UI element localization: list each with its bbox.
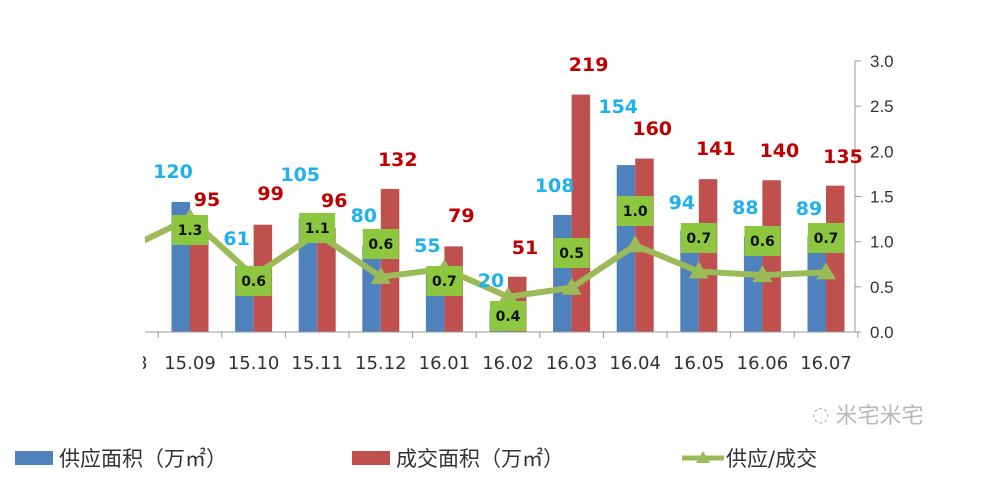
data-label-deal: 51 <box>512 237 538 259</box>
data-label-deal: 160 <box>632 118 672 140</box>
data-label-deal: 95 <box>194 189 220 211</box>
x-tick-label: 16.03 <box>546 353 598 374</box>
data-label-ratio-box <box>744 226 781 256</box>
legend-label: 供应/成交 <box>726 447 818 471</box>
x-labels: 8 15.09 15.10 15.11 15.12 16.01 16.02 16.03 16.0… <box>136 353 852 374</box>
data-label-supply: 80 <box>351 205 377 227</box>
ratio-marker <box>625 235 646 253</box>
legend-label: 成交面积（万㎡） <box>396 447 564 471</box>
y-tick-label: 0.0 <box>870 323 894 342</box>
x-tick-label: 16.07 <box>800 353 852 374</box>
y-tick-label: 2.5 <box>870 97 894 116</box>
data-label-deal: 141 <box>696 138 736 160</box>
data-label-deal: 219 <box>569 54 609 76</box>
data-label-ratio: 0.6 <box>241 274 266 290</box>
bar-supply <box>680 230 699 332</box>
ratio-marker <box>816 262 836 280</box>
data-label-supply: 61 <box>223 228 249 250</box>
bar-deal <box>380 188 400 332</box>
legend-deal: 成交面积（万㎡） <box>352 440 564 476</box>
data-label-ratio-box <box>680 223 717 253</box>
legend-ratio: 供应/成交 <box>680 440 817 476</box>
data-label-ratio: 0.7 <box>814 231 839 247</box>
data-label-ratio-box <box>299 213 336 243</box>
x-tick-label: 8 <box>136 353 147 374</box>
y-tick-label: 0.5 <box>870 278 894 297</box>
data-label-ratio: 1.3 <box>178 223 203 239</box>
x-tick-label: 16.02 <box>482 353 534 374</box>
data-label-deal: 132 <box>378 149 418 171</box>
x-tick-label: 16.01 <box>419 353 471 374</box>
data-label-supply: 20 <box>478 270 504 292</box>
bar-deal <box>762 180 781 332</box>
bar-supply <box>807 235 826 332</box>
data-label-ratio: 1.1 <box>305 221 330 237</box>
data-label-deal: 135 <box>823 146 863 168</box>
y-tick-label: 1.0 <box>870 233 894 252</box>
y-tick-label: 2.0 <box>870 142 894 161</box>
x-tick-label: 15.11 <box>291 353 343 374</box>
ratio-marker <box>752 265 773 283</box>
bar-deal <box>571 94 591 332</box>
data-label-ratio-box <box>235 266 272 296</box>
x-tick-label: 16.04 <box>609 353 661 374</box>
data-label-ratio-box <box>808 223 844 253</box>
data-label-ratio: 0.4 <box>496 309 521 325</box>
bar-supply <box>743 236 763 332</box>
data-label-ratio: 1.0 <box>623 204 648 220</box>
legend-swatch-blue <box>15 451 53 465</box>
data-label-ratio-box <box>172 215 208 245</box>
data-label-ratio: 0.7 <box>686 231 711 247</box>
data-label-ratio: 0.6 <box>750 234 775 250</box>
data-label-deal: 96 <box>321 190 347 212</box>
data-label-ratio-box <box>362 229 399 259</box>
bar-supply <box>298 218 318 332</box>
ratio-marker <box>688 261 709 279</box>
bar-deal <box>698 179 718 332</box>
x-tick-label: 15.10 <box>228 353 280 374</box>
legend-line-triangle-icon <box>682 451 724 463</box>
legend-label: 供应面积（万㎡） <box>59 447 227 471</box>
watermark-text: 米宅米宅 <box>835 404 924 429</box>
data-label-ratio-box <box>553 238 590 268</box>
data-label-ratio: 0.5 <box>559 246 584 262</box>
bar-deal <box>190 229 209 332</box>
x-tick-label: 16.05 <box>673 353 725 374</box>
x-tick-label: 15.09 <box>164 353 216 374</box>
bar-deal <box>826 185 845 332</box>
data-label-deal: 140 <box>760 140 800 162</box>
data-label-supply: 89 <box>796 198 822 220</box>
legend-swatch-red <box>352 451 390 465</box>
data-label-supply: 105 <box>280 164 320 186</box>
data-label-ratio: 0.6 <box>368 237 393 253</box>
x-tick-label: 16.06 <box>737 353 789 374</box>
bar-supply <box>553 214 572 332</box>
wechat-icon: ◌ <box>812 402 830 426</box>
data-label-supply: 55 <box>414 235 440 257</box>
y-tick-label: 3.0 <box>870 52 894 71</box>
bar-deal <box>317 227 336 332</box>
ratio-marker <box>370 266 391 284</box>
data-label-supply: 94 <box>669 192 695 214</box>
ratio-marker <box>561 277 582 295</box>
y-tick-label: 1.5 <box>870 188 894 207</box>
data-label-deal: 79 <box>448 205 474 227</box>
data-label-supply: 154 <box>598 96 638 118</box>
watermark: ◌ 米宅米宅 <box>812 398 923 430</box>
data-label-supply: 108 <box>535 175 575 197</box>
x-tick-label: 15.12 <box>355 353 407 374</box>
data-label-supply: 88 <box>732 197 758 219</box>
legend-supply: 供应面积（万㎡） <box>15 440 227 476</box>
data-label-ratio-box <box>617 196 654 226</box>
data-label-ratio: 0.7 <box>432 274 457 290</box>
data-label-ratio-box <box>426 266 463 296</box>
ratio-marker <box>498 286 518 304</box>
data-label-deal: 99 <box>257 183 283 205</box>
data-label-supply: 120 <box>153 161 193 183</box>
data-label-ratio-box <box>490 301 526 331</box>
